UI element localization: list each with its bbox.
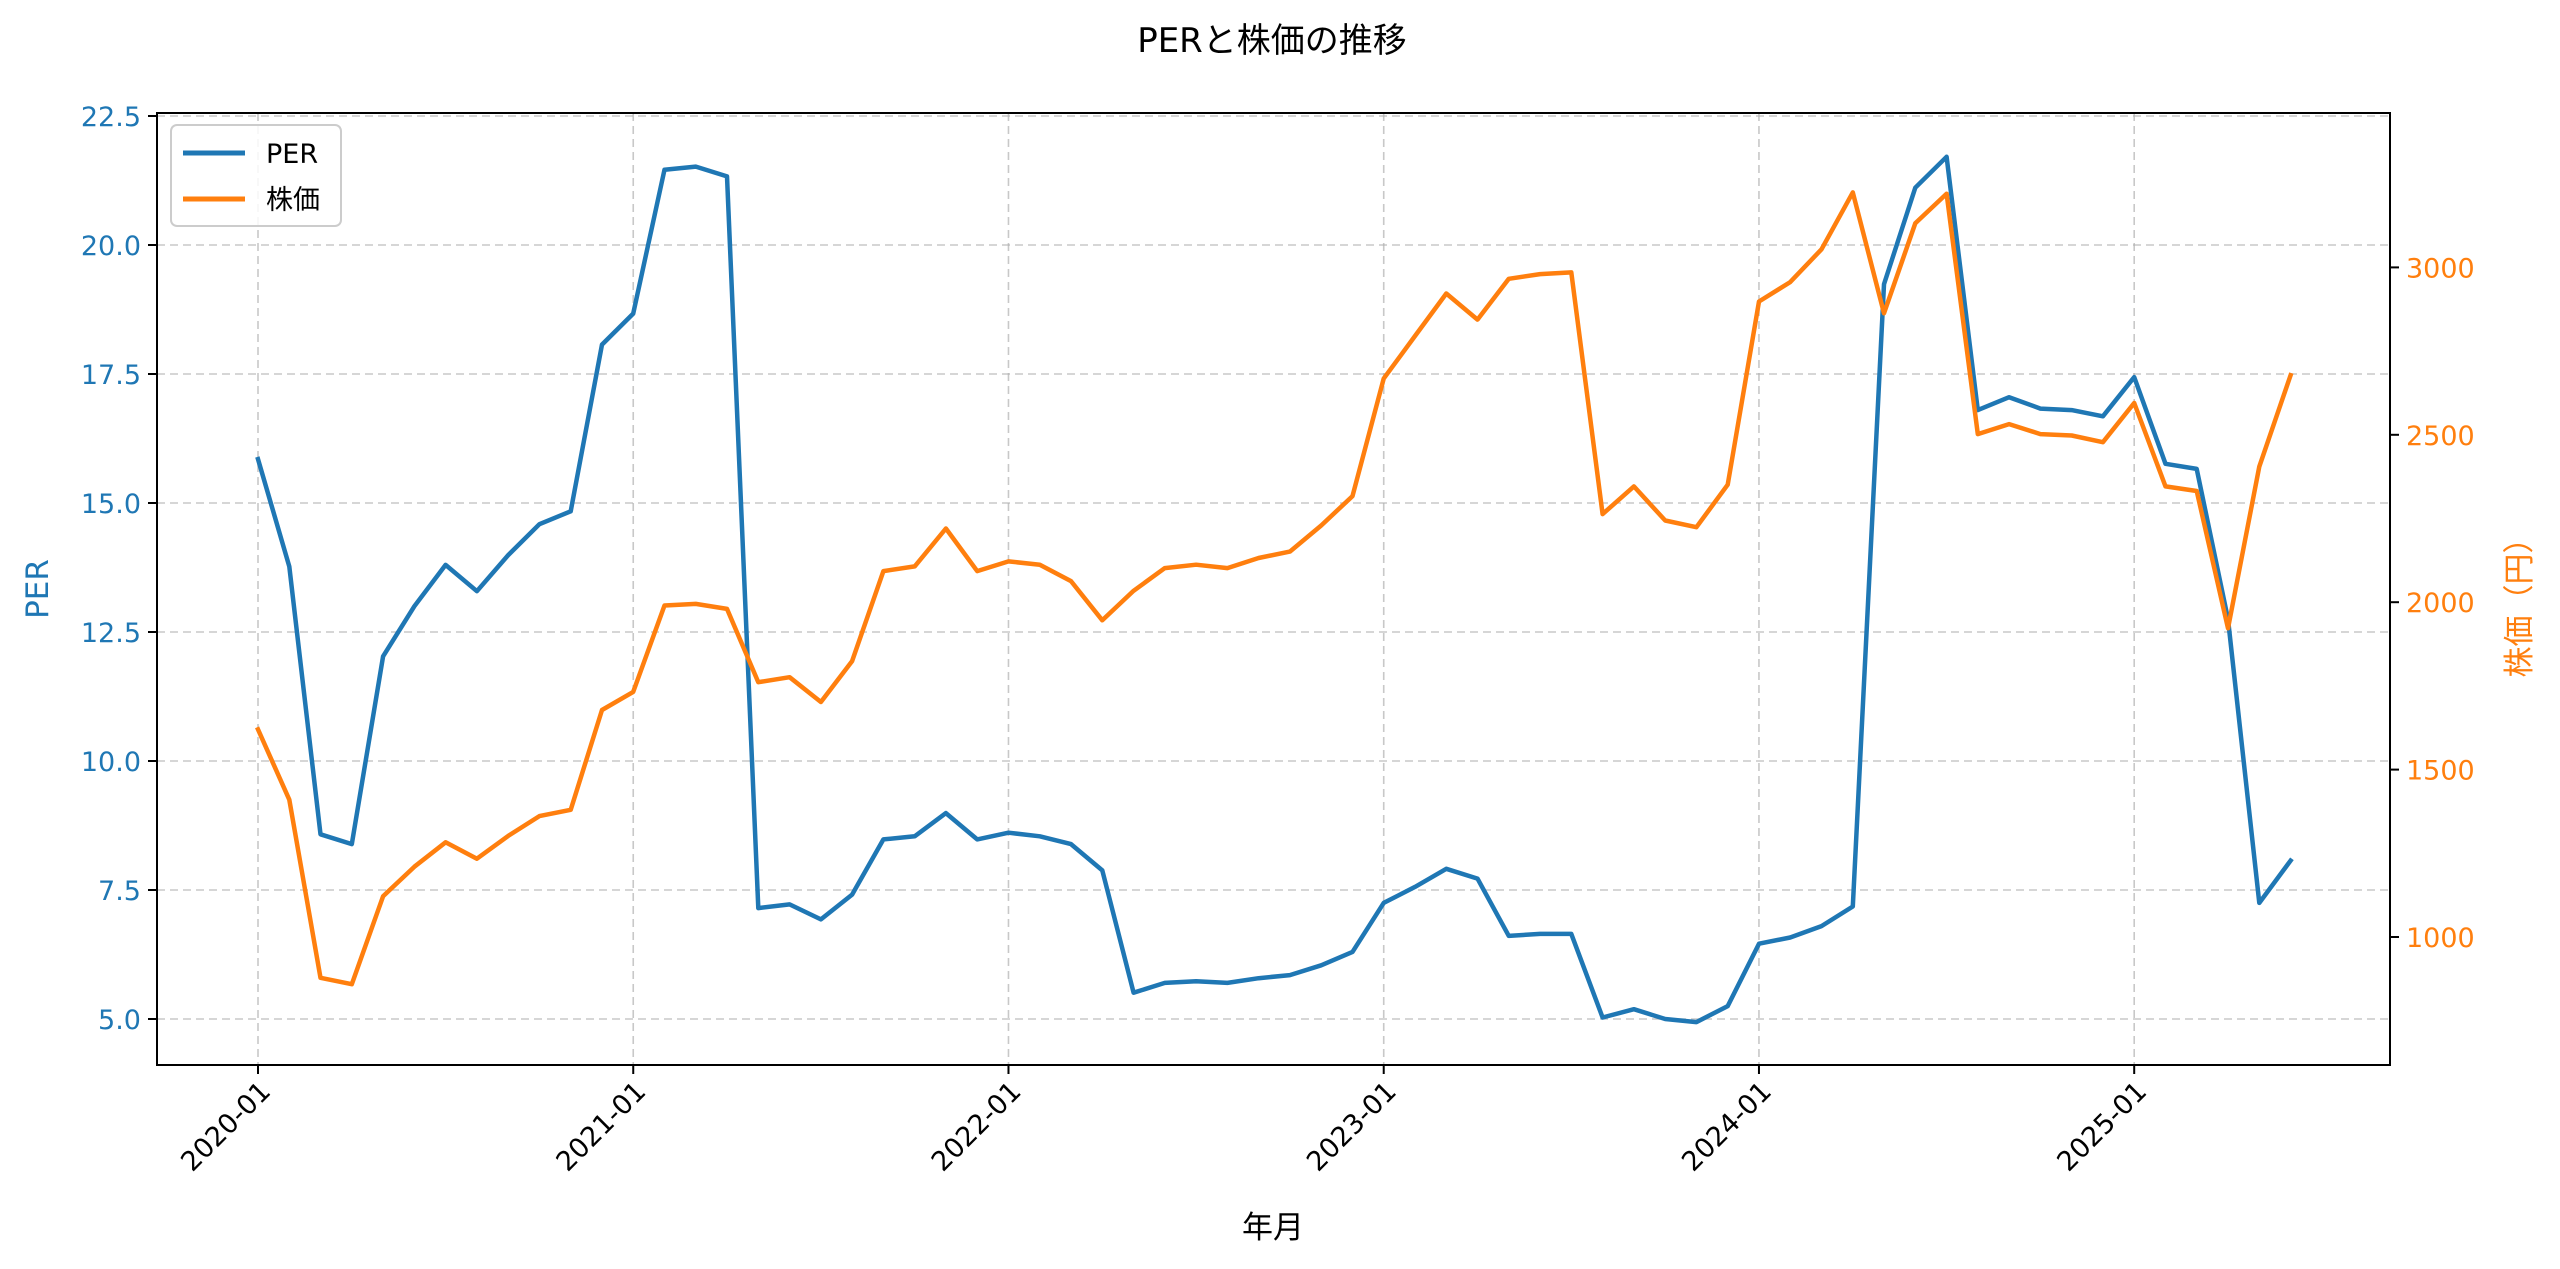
x-tick-label: 2022-01 (926, 1076, 1028, 1178)
grid-lines (157, 113, 2390, 1065)
legend: PER 株価 (170, 124, 342, 227)
right-y-axis: 1000 1500 2000 2500 3000 (2390, 253, 2475, 954)
legend-label-per: PER (266, 139, 318, 170)
x-tick-label: 2023-01 (1301, 1076, 1403, 1178)
y-tick-label: 7.5 (98, 876, 141, 907)
legend-label-price: 株価 (266, 185, 320, 216)
x-axis: 2020-01 2021-01 2022-01 2023-01 2024-01 2025-… (175, 1065, 2153, 1178)
y-right-tick-label: 3000 (2406, 253, 2475, 284)
per-line (255, 154, 2294, 1025)
left-y-axis-label: PER (20, 559, 56, 619)
y-right-tick-label: 2500 (2406, 421, 2475, 452)
y-tick-label: 5.0 (98, 1005, 141, 1036)
y-tick-label: 12.5 (81, 618, 141, 649)
y-tick-label: 17.5 (81, 360, 141, 391)
y-tick-label: 10.0 (81, 747, 141, 778)
x-tick-label: 2020-01 (175, 1076, 277, 1178)
data-lines (255, 154, 2294, 1025)
chart-title: PERと株価の推移 (1137, 21, 1407, 61)
y-right-tick-label: 2000 (2406, 588, 2475, 619)
x-tick-label: 2021-01 (550, 1076, 652, 1178)
right-y-axis-label: 株価（円） (2502, 523, 2538, 678)
x-axis-label: 年月 (1242, 1210, 1304, 1246)
y-right-tick-label: 1000 (2406, 923, 2475, 954)
x-tick-label: 2024-01 (1676, 1076, 1778, 1178)
y-right-tick-label: 1500 (2406, 756, 2475, 787)
y-tick-label: 20.0 (81, 231, 141, 262)
x-tick-label: 2025-01 (2051, 1076, 2153, 1178)
price-line (255, 190, 2294, 987)
y-tick-label: 15.0 (81, 489, 141, 520)
plot-frame (156, 112, 2391, 1066)
left-y-axis: 5.0 7.5 10.0 12.5 15.0 17.5 20.0 22.5 (81, 102, 157, 1036)
y-tick-label: 22.5 (81, 102, 141, 133)
